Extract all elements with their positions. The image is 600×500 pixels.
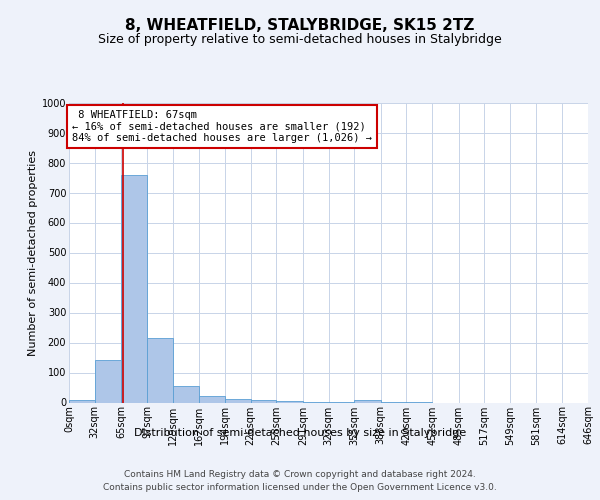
Text: 8 WHEATFIELD: 67sqm
← 16% of semi-detached houses are smaller (192)
84% of semi-: 8 WHEATFIELD: 67sqm ← 16% of semi-detach… [72,110,372,143]
Text: Distribution of semi-detached houses by size in Stalybridge: Distribution of semi-detached houses by … [134,428,466,438]
Bar [95,360,121,403]
Bar [121,174,147,402]
Text: Contains public sector information licensed under the Open Government Licence v3: Contains public sector information licen… [103,482,497,492]
Bar [173,386,199,402]
Bar [147,338,173,402]
Bar [225,398,251,402]
Text: 8, WHEATFIELD, STALYBRIDGE, SK15 2TZ: 8, WHEATFIELD, STALYBRIDGE, SK15 2TZ [125,18,475,32]
Bar [276,401,303,402]
Text: Size of property relative to semi-detached houses in Stalybridge: Size of property relative to semi-detach… [98,32,502,46]
Bar [199,396,225,402]
Y-axis label: Number of semi-detached properties: Number of semi-detached properties [28,150,38,356]
Text: Contains HM Land Registry data © Crown copyright and database right 2024.: Contains HM Land Registry data © Crown c… [124,470,476,479]
Bar [251,400,276,402]
Bar [354,400,381,402]
Bar [69,400,95,402]
